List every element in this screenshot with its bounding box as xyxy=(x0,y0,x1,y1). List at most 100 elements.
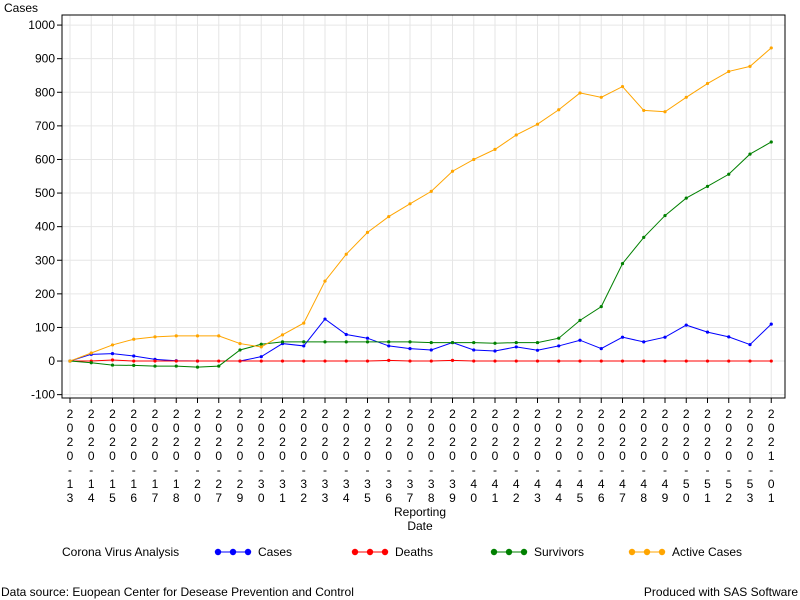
data-point-survivors xyxy=(174,364,178,368)
x-tick-label: 2 xyxy=(449,407,456,421)
x-tick-label: 0 xyxy=(428,421,435,435)
data-point-survivors xyxy=(557,336,561,340)
x-tick-label: 9 xyxy=(449,491,456,505)
data-point-survivors xyxy=(642,235,646,240)
x-tick-label: 0 xyxy=(109,421,116,435)
x-tick-label: 2 xyxy=(704,407,711,421)
x-tick-label: 4 xyxy=(470,477,477,491)
data-point-deaths xyxy=(472,359,476,363)
x-tick-label: 2 xyxy=(364,435,371,449)
x-tick-label: 5 xyxy=(577,491,584,505)
legend-marker-survivors xyxy=(520,548,528,556)
x-tick-label: 2 xyxy=(513,491,520,505)
x-tick-label: 0 xyxy=(577,449,584,463)
x-tick-label: 0 xyxy=(300,449,307,463)
data-point-survivors xyxy=(578,318,582,322)
data-point-cases xyxy=(365,336,370,340)
x-tick-label: 2 xyxy=(237,435,244,449)
data-point-cases xyxy=(493,349,497,353)
data-point-survivors xyxy=(323,340,327,344)
x-axis-label-line2: Date xyxy=(407,519,433,533)
x-tick-label: 3 xyxy=(385,477,392,491)
x-tick-label: 2 xyxy=(640,407,647,421)
data-source-note: Data source: Euopean Center for Desease … xyxy=(1,585,354,599)
data-point-cases xyxy=(578,338,582,342)
x-tick-label: 5 xyxy=(704,477,711,491)
data-point-active-cases xyxy=(195,334,200,338)
x-tick-label: 4 xyxy=(619,477,626,491)
x-tick-label: 2 xyxy=(662,435,669,449)
x-tick-label: 0 xyxy=(768,477,775,491)
data-point-survivors xyxy=(727,172,731,176)
x-tick-label: 5 xyxy=(109,491,116,505)
x-tick-label: 2 xyxy=(88,435,95,449)
x-tick-label: 1 xyxy=(768,449,775,463)
x-tick-label: 0 xyxy=(768,421,775,435)
x-tick-label: 7 xyxy=(215,491,222,505)
x-tick-label: 4 xyxy=(492,477,499,491)
data-point-deaths xyxy=(493,359,497,363)
x-tick-label: 0 xyxy=(322,449,329,463)
series-deaths xyxy=(68,358,773,363)
legend-marker-active-cases xyxy=(643,548,651,556)
data-point-active-cases xyxy=(599,95,603,99)
data-point-survivors xyxy=(514,340,518,345)
x-tick-label: 0 xyxy=(598,421,605,435)
data-point-survivors xyxy=(259,342,263,346)
data-point-deaths xyxy=(408,359,412,363)
x-tick-label: 3 xyxy=(322,477,329,491)
x-tick-label: 2 xyxy=(725,491,732,505)
x-tick-label: 6 xyxy=(598,491,605,505)
x-tick-label: 1 xyxy=(152,477,159,491)
data-point-cases xyxy=(472,348,476,352)
data-point-survivors xyxy=(472,340,476,345)
x-tick-label: 2 xyxy=(768,435,775,449)
x-tick-label: 2 xyxy=(67,435,74,449)
legend: Corona Virus Analysis Cases Deaths Survivo… xyxy=(62,545,742,559)
x-tick-label: 0 xyxy=(534,421,541,435)
x-tick-label: 2 xyxy=(300,435,307,449)
data-point-survivors xyxy=(663,213,667,218)
x-tick-label: 2 xyxy=(88,407,95,421)
x-tick-label: 8 xyxy=(173,491,180,505)
x-tick-label: 2 xyxy=(407,407,414,421)
data-point-active-cases xyxy=(578,91,582,95)
legend-marker-cases xyxy=(214,548,222,556)
x-tick-label: 0 xyxy=(470,449,477,463)
data-point-survivors xyxy=(493,341,497,345)
x-tick-label: 3 xyxy=(258,477,265,491)
x-tick-label: - xyxy=(769,463,773,477)
x-tick-label: 2 xyxy=(279,435,286,449)
x-tick-label: - xyxy=(557,463,561,477)
data-point-active-cases xyxy=(429,189,433,193)
data-point-cases xyxy=(663,335,667,339)
x-tick-label: - xyxy=(663,463,667,477)
data-point-active-cases xyxy=(493,147,497,151)
data-point-deaths xyxy=(769,359,773,363)
x-tick-label: 2 xyxy=(747,435,754,449)
x-tick-label: 2 xyxy=(428,435,435,449)
y-tick-label: 1000 xyxy=(28,18,55,32)
data-point-survivors xyxy=(450,340,455,345)
legend-marker-survivors xyxy=(505,548,513,556)
data-point-active-cases xyxy=(238,341,242,346)
data-point-cases xyxy=(557,344,561,348)
data-point-active-cases xyxy=(642,108,646,113)
x-tick-label: - xyxy=(281,463,285,477)
data-point-active-cases xyxy=(472,157,476,162)
x-tick-label: 0 xyxy=(279,421,286,435)
y-tick-label: 200 xyxy=(35,287,55,301)
x-tick-label: - xyxy=(493,463,497,477)
x-tick-label: 3 xyxy=(300,477,307,491)
data-point-deaths xyxy=(280,359,285,363)
data-point-deaths xyxy=(110,358,115,362)
y-tick-label: 400 xyxy=(35,220,55,234)
data-point-active-cases xyxy=(217,334,221,338)
x-tick-label: 0 xyxy=(470,491,477,505)
x-tick-label: 0 xyxy=(88,449,95,463)
x-tick-label: - xyxy=(706,463,710,477)
x-tick-label: 0 xyxy=(279,449,286,463)
plot-frame xyxy=(61,14,786,399)
data-point-deaths xyxy=(365,359,370,363)
